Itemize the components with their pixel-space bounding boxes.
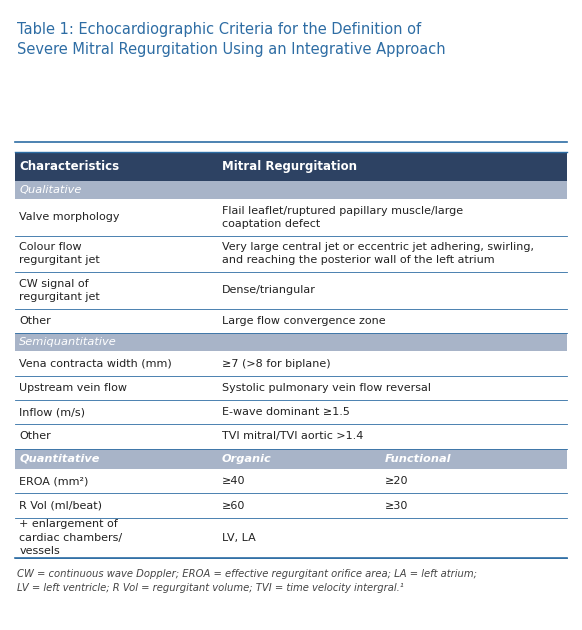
Text: Functional: Functional [385,454,452,464]
Text: ≥40: ≥40 [222,476,246,486]
Bar [15,333,567,352]
Text: Systolic pulmonary vein flow reversal: Systolic pulmonary vein flow reversal [222,383,431,393]
Text: E-wave dominant ≥1.5: E-wave dominant ≥1.5 [222,407,350,417]
Bar [15,493,567,518]
Text: ≥60: ≥60 [222,500,245,510]
Bar [15,469,567,493]
Bar [15,449,567,469]
Text: Other: Other [19,316,51,326]
Bar [15,400,567,424]
Text: CW signal of
regurgitant jet: CW signal of regurgitant jet [19,278,100,302]
Text: ≥20: ≥20 [385,476,409,486]
Bar [15,424,567,449]
Text: Mitral Regurgitation: Mitral Regurgitation [222,160,357,173]
Text: CW = continuous wave Doppler; EROA = effective regurgitant orifice area; LA = le: CW = continuous wave Doppler; EROA = eff… [17,569,477,593]
Text: Flail leaflet/ruptured papillary muscle/large
coaptation defect: Flail leaflet/ruptured papillary muscle/… [222,206,463,229]
Text: Qualitative: Qualitative [19,185,81,195]
Text: Inflow (m/s): Inflow (m/s) [19,407,85,417]
Bar [15,518,567,558]
Text: Large flow convergence zone: Large flow convergence zone [222,316,385,326]
Text: ≥7 (>8 for biplane): ≥7 (>8 for biplane) [222,358,331,369]
Text: Upstream vein flow: Upstream vein flow [19,383,127,393]
Text: EROA (mm²): EROA (mm²) [19,476,88,486]
Text: Dense/triangular: Dense/triangular [222,285,316,295]
Text: Very large central jet or eccentric jet adhering, swirling,
and reaching the pos: Very large central jet or eccentric jet … [222,243,534,265]
Bar [15,309,567,333]
Text: + enlargement of
cardiac chambers/
vessels: + enlargement of cardiac chambers/ vesse… [19,519,122,556]
Text: Organic: Organic [222,454,272,464]
Bar [15,199,567,236]
Text: R Vol (ml/beat): R Vol (ml/beat) [19,500,102,510]
Text: Quantitative: Quantitative [19,454,100,464]
Text: TVI mitral/TVI aortic >1.4: TVI mitral/TVI aortic >1.4 [222,432,363,442]
Text: LV, LA: LV, LA [222,532,255,542]
Text: ≥30: ≥30 [385,500,409,510]
Text: Semiquantitative: Semiquantitative [19,337,117,347]
Bar [15,375,567,400]
Bar [15,352,567,375]
Text: Table 1: Echocardiographic Criteria for the Definition of
Severe Mitral Regurgit: Table 1: Echocardiographic Criteria for … [17,22,446,57]
Text: Colour flow
regurgitant jet: Colour flow regurgitant jet [19,243,100,265]
Text: Vena contracta width (mm): Vena contracta width (mm) [19,358,172,369]
Text: Valve morphology: Valve morphology [19,212,120,222]
Bar [15,236,567,272]
Bar [15,181,567,199]
Text: Other: Other [19,432,51,442]
Bar [15,272,567,309]
Bar [15,152,567,181]
Text: Characteristics: Characteristics [19,160,119,173]
